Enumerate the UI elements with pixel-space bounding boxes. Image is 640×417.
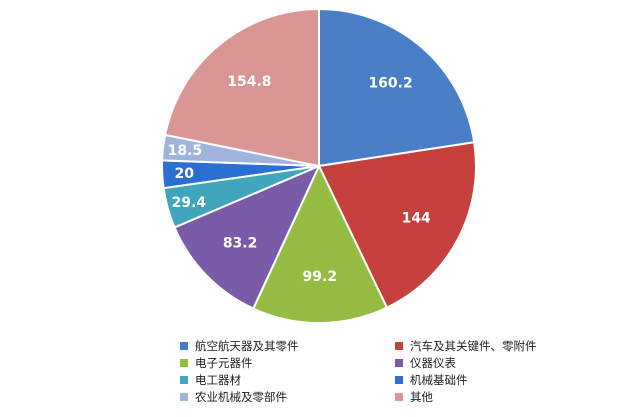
legend-label-4: 电工器材 — [195, 373, 241, 387]
legend-swatch-1 — [395, 342, 403, 350]
legend-swatch-3 — [395, 359, 403, 367]
legend-label-1: 汽车及其关键件、零附件 — [410, 339, 537, 353]
legend-label-7: 其他 — [410, 390, 433, 404]
legend-item-2: 电子元器件 — [180, 355, 395, 371]
legend-item-7: 其他 — [395, 389, 610, 405]
data-label-5: 20 — [174, 166, 194, 182]
legend-item-0: 航空航天器及其零件 — [180, 338, 395, 354]
legend: 航空航天器及其零件 汽车及其关键件、零附件电子元器件 仪器仪表电工器材 机械基础件农业… — [180, 338, 620, 405]
data-label-2: 99.2 — [303, 269, 338, 285]
legend-swatch-5 — [395, 376, 403, 384]
legend-item-1: 汽车及其关键件、零附件 — [395, 338, 610, 354]
data-label-4: 29.4 — [172, 195, 207, 211]
data-label-6: 18.5 — [168, 143, 203, 159]
legend-label-6: 农业机械及零部件 — [195, 390, 287, 404]
data-label-3: 83.2 — [223, 236, 258, 252]
legend-item-6: 农业机械及零部件 — [180, 389, 395, 405]
legend-item-3: 仪器仪表 — [395, 355, 610, 371]
legend-swatch-6 — [180, 393, 188, 401]
legend-label-0: 航空航天器及其零件 — [195, 339, 299, 353]
legend-label-5: 机械基础件 — [410, 373, 468, 387]
legend-label-3: 仪器仪表 — [410, 356, 456, 370]
legend-swatch-0 — [180, 342, 188, 350]
legend-item-5: 机械基础件 — [395, 372, 610, 388]
pie-slice-1 — [317, 141, 477, 309]
legend-swatch-4 — [180, 376, 188, 384]
pie-slice-2 — [251, 163, 389, 324]
data-label-0: 160.2 — [368, 76, 412, 92]
data-label-1: 144 — [402, 210, 431, 226]
pie-slice-3 — [173, 164, 321, 310]
legend-swatch-7 — [395, 393, 403, 401]
legend-item-4: 电工器材 — [180, 372, 395, 388]
data-label-7: 154.8 — [227, 74, 271, 90]
pie-slice-7 — [163, 7, 320, 168]
legend-label-2: 电子元器件 — [195, 356, 253, 370]
legend-swatch-2 — [180, 359, 188, 367]
pie-slice-0 — [318, 7, 476, 168]
